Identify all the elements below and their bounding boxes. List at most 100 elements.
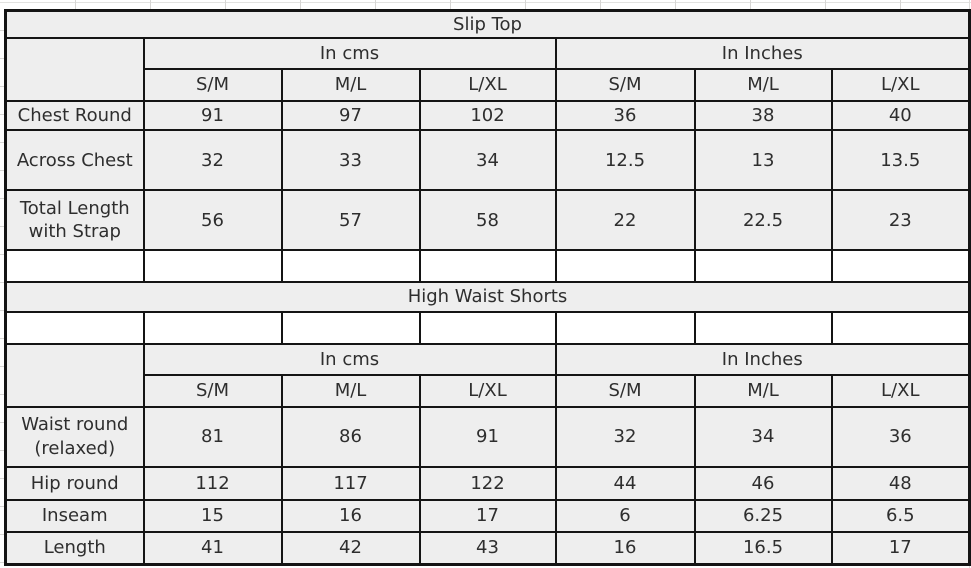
size-column-header: M/L bbox=[693, 68, 833, 102]
gridline-stub bbox=[225, 0, 226, 9]
corner-cell bbox=[4, 36, 145, 102]
size-value-cell: 32 bbox=[554, 405, 696, 468]
size-value-cell: 44 bbox=[554, 465, 696, 502]
row-label: Total Length with Strap bbox=[4, 189, 145, 252]
table-row: High Waist Shorts bbox=[4, 280, 971, 314]
size-column-header: S/M bbox=[142, 68, 283, 102]
size-column-header: S/M bbox=[554, 374, 696, 408]
gridline-stub bbox=[0, 226, 4, 227]
unit-group-header: In Inches bbox=[554, 36, 971, 71]
table-row: In cms In Inches bbox=[4, 342, 971, 408]
size-value-cell: 6.5 bbox=[830, 499, 971, 533]
gridline-stub bbox=[0, 30, 4, 31]
size-value-cell: 117 bbox=[280, 465, 421, 502]
size-value-cell: 102 bbox=[418, 99, 557, 132]
row-label: Across Chest bbox=[4, 129, 145, 192]
empty-cell bbox=[830, 249, 971, 283]
size-value-cell: 17 bbox=[830, 530, 971, 566]
size-value-cell: 40 bbox=[830, 99, 971, 132]
gridline-stub bbox=[525, 0, 526, 9]
table-row: Hip round 112 117 122 44 46 48 bbox=[4, 465, 971, 502]
size-value-cell: 57 bbox=[280, 189, 421, 252]
empty-cell bbox=[280, 249, 421, 283]
empty-cell bbox=[418, 249, 557, 283]
unit-group-header: In cms bbox=[142, 342, 557, 377]
empty-cell bbox=[4, 311, 145, 345]
gridline-stub bbox=[0, 282, 4, 283]
empty-cell bbox=[693, 311, 833, 345]
section-title: Slip Top bbox=[4, 9, 971, 39]
section-title: High Waist Shorts bbox=[4, 280, 971, 314]
gridline-stub bbox=[300, 0, 301, 9]
size-value-cell: 17 bbox=[418, 499, 557, 533]
size-value-cell: 16.5 bbox=[693, 530, 833, 566]
empty-cell bbox=[418, 311, 557, 345]
gridline-stub bbox=[0, 366, 4, 367]
size-value-cell: 13.5 bbox=[830, 129, 971, 192]
size-value-cell: 43 bbox=[418, 530, 557, 566]
size-value-cell: 22 bbox=[554, 189, 696, 252]
row-label: Waist round (relaxed) bbox=[4, 405, 145, 468]
size-column-header: L/XL bbox=[830, 374, 971, 408]
table-row: Inseam 15 16 17 6 6.25 6.5 bbox=[4, 499, 971, 533]
size-value-cell: 38 bbox=[693, 99, 833, 132]
size-value-cell: 86 bbox=[280, 405, 421, 468]
row-label: Chest Round bbox=[4, 99, 145, 132]
gridline-stub bbox=[0, 142, 4, 143]
table-row: Total Length with Strap 56 57 58 22 22.5… bbox=[4, 189, 971, 252]
gridline-stub bbox=[750, 0, 751, 9]
size-value-cell: 91 bbox=[142, 99, 283, 132]
empty-cell bbox=[142, 311, 283, 345]
unit-group-header: In cms bbox=[142, 36, 557, 71]
size-value-cell: 58 bbox=[418, 189, 557, 252]
gridline-stub bbox=[0, 422, 4, 423]
size-chart-table: Slip Top In cms In Inches S/M M/L L/XL S… bbox=[4, 9, 971, 566]
size-value-cell: 6 bbox=[554, 499, 696, 533]
gridline-stub bbox=[0, 310, 4, 311]
empty-cell bbox=[142, 249, 283, 283]
size-value-cell: 16 bbox=[280, 499, 421, 533]
size-value-cell: 41 bbox=[142, 530, 283, 566]
size-value-cell: 16 bbox=[554, 530, 696, 566]
gridline-stub bbox=[0, 338, 4, 339]
size-value-cell: 48 bbox=[830, 465, 971, 502]
table-row: In cms In Inches bbox=[4, 36, 971, 102]
size-value-cell: 36 bbox=[554, 99, 696, 132]
row-label: Inseam bbox=[4, 499, 145, 533]
gridline-stub bbox=[825, 0, 826, 9]
gridline-stub bbox=[375, 0, 376, 9]
corner-cell bbox=[4, 342, 145, 408]
size-value-cell: 56 bbox=[142, 189, 283, 252]
gridline-stub bbox=[450, 0, 451, 9]
unit-group-header: In Inches bbox=[554, 342, 971, 377]
table-row: S/M M/L L/XL S/M M/L L/XL bbox=[6, 68, 971, 102]
gridline-stub bbox=[0, 450, 4, 451]
size-value-cell: 122 bbox=[418, 465, 557, 502]
empty-cell bbox=[830, 311, 971, 345]
table-row: Slip Top bbox=[4, 9, 971, 39]
gridline-stub bbox=[0, 478, 4, 479]
gridline-stub bbox=[0, 506, 4, 507]
empty-cell bbox=[693, 249, 833, 283]
gridline-stub bbox=[0, 86, 4, 87]
size-value-cell: 15 bbox=[142, 499, 283, 533]
size-value-cell: 34 bbox=[693, 405, 833, 468]
empty-cell bbox=[554, 249, 696, 283]
gridline-stub bbox=[0, 198, 4, 199]
table-row: S/M M/L L/XL S/M M/L L/XL bbox=[6, 374, 971, 408]
gridline-stub bbox=[0, 562, 4, 563]
size-value-cell: 91 bbox=[418, 405, 557, 468]
gridline-stub bbox=[0, 58, 4, 59]
gridline-stub bbox=[600, 0, 601, 9]
gridline-stub bbox=[0, 114, 4, 115]
size-value-cell: 81 bbox=[142, 405, 283, 468]
gridline-stub bbox=[0, 394, 4, 395]
table-row: Length 41 42 43 16 16.5 17 bbox=[4, 530, 971, 566]
empty-cell bbox=[280, 311, 421, 345]
table-row: Waist round (relaxed) 81 86 91 32 34 36 bbox=[4, 405, 971, 468]
gridline-stub bbox=[0, 534, 4, 535]
size-value-cell: 22.5 bbox=[693, 189, 833, 252]
size-column-header: M/L bbox=[693, 374, 833, 408]
row-label: Hip round bbox=[4, 465, 145, 502]
size-value-cell: 32 bbox=[142, 129, 283, 192]
